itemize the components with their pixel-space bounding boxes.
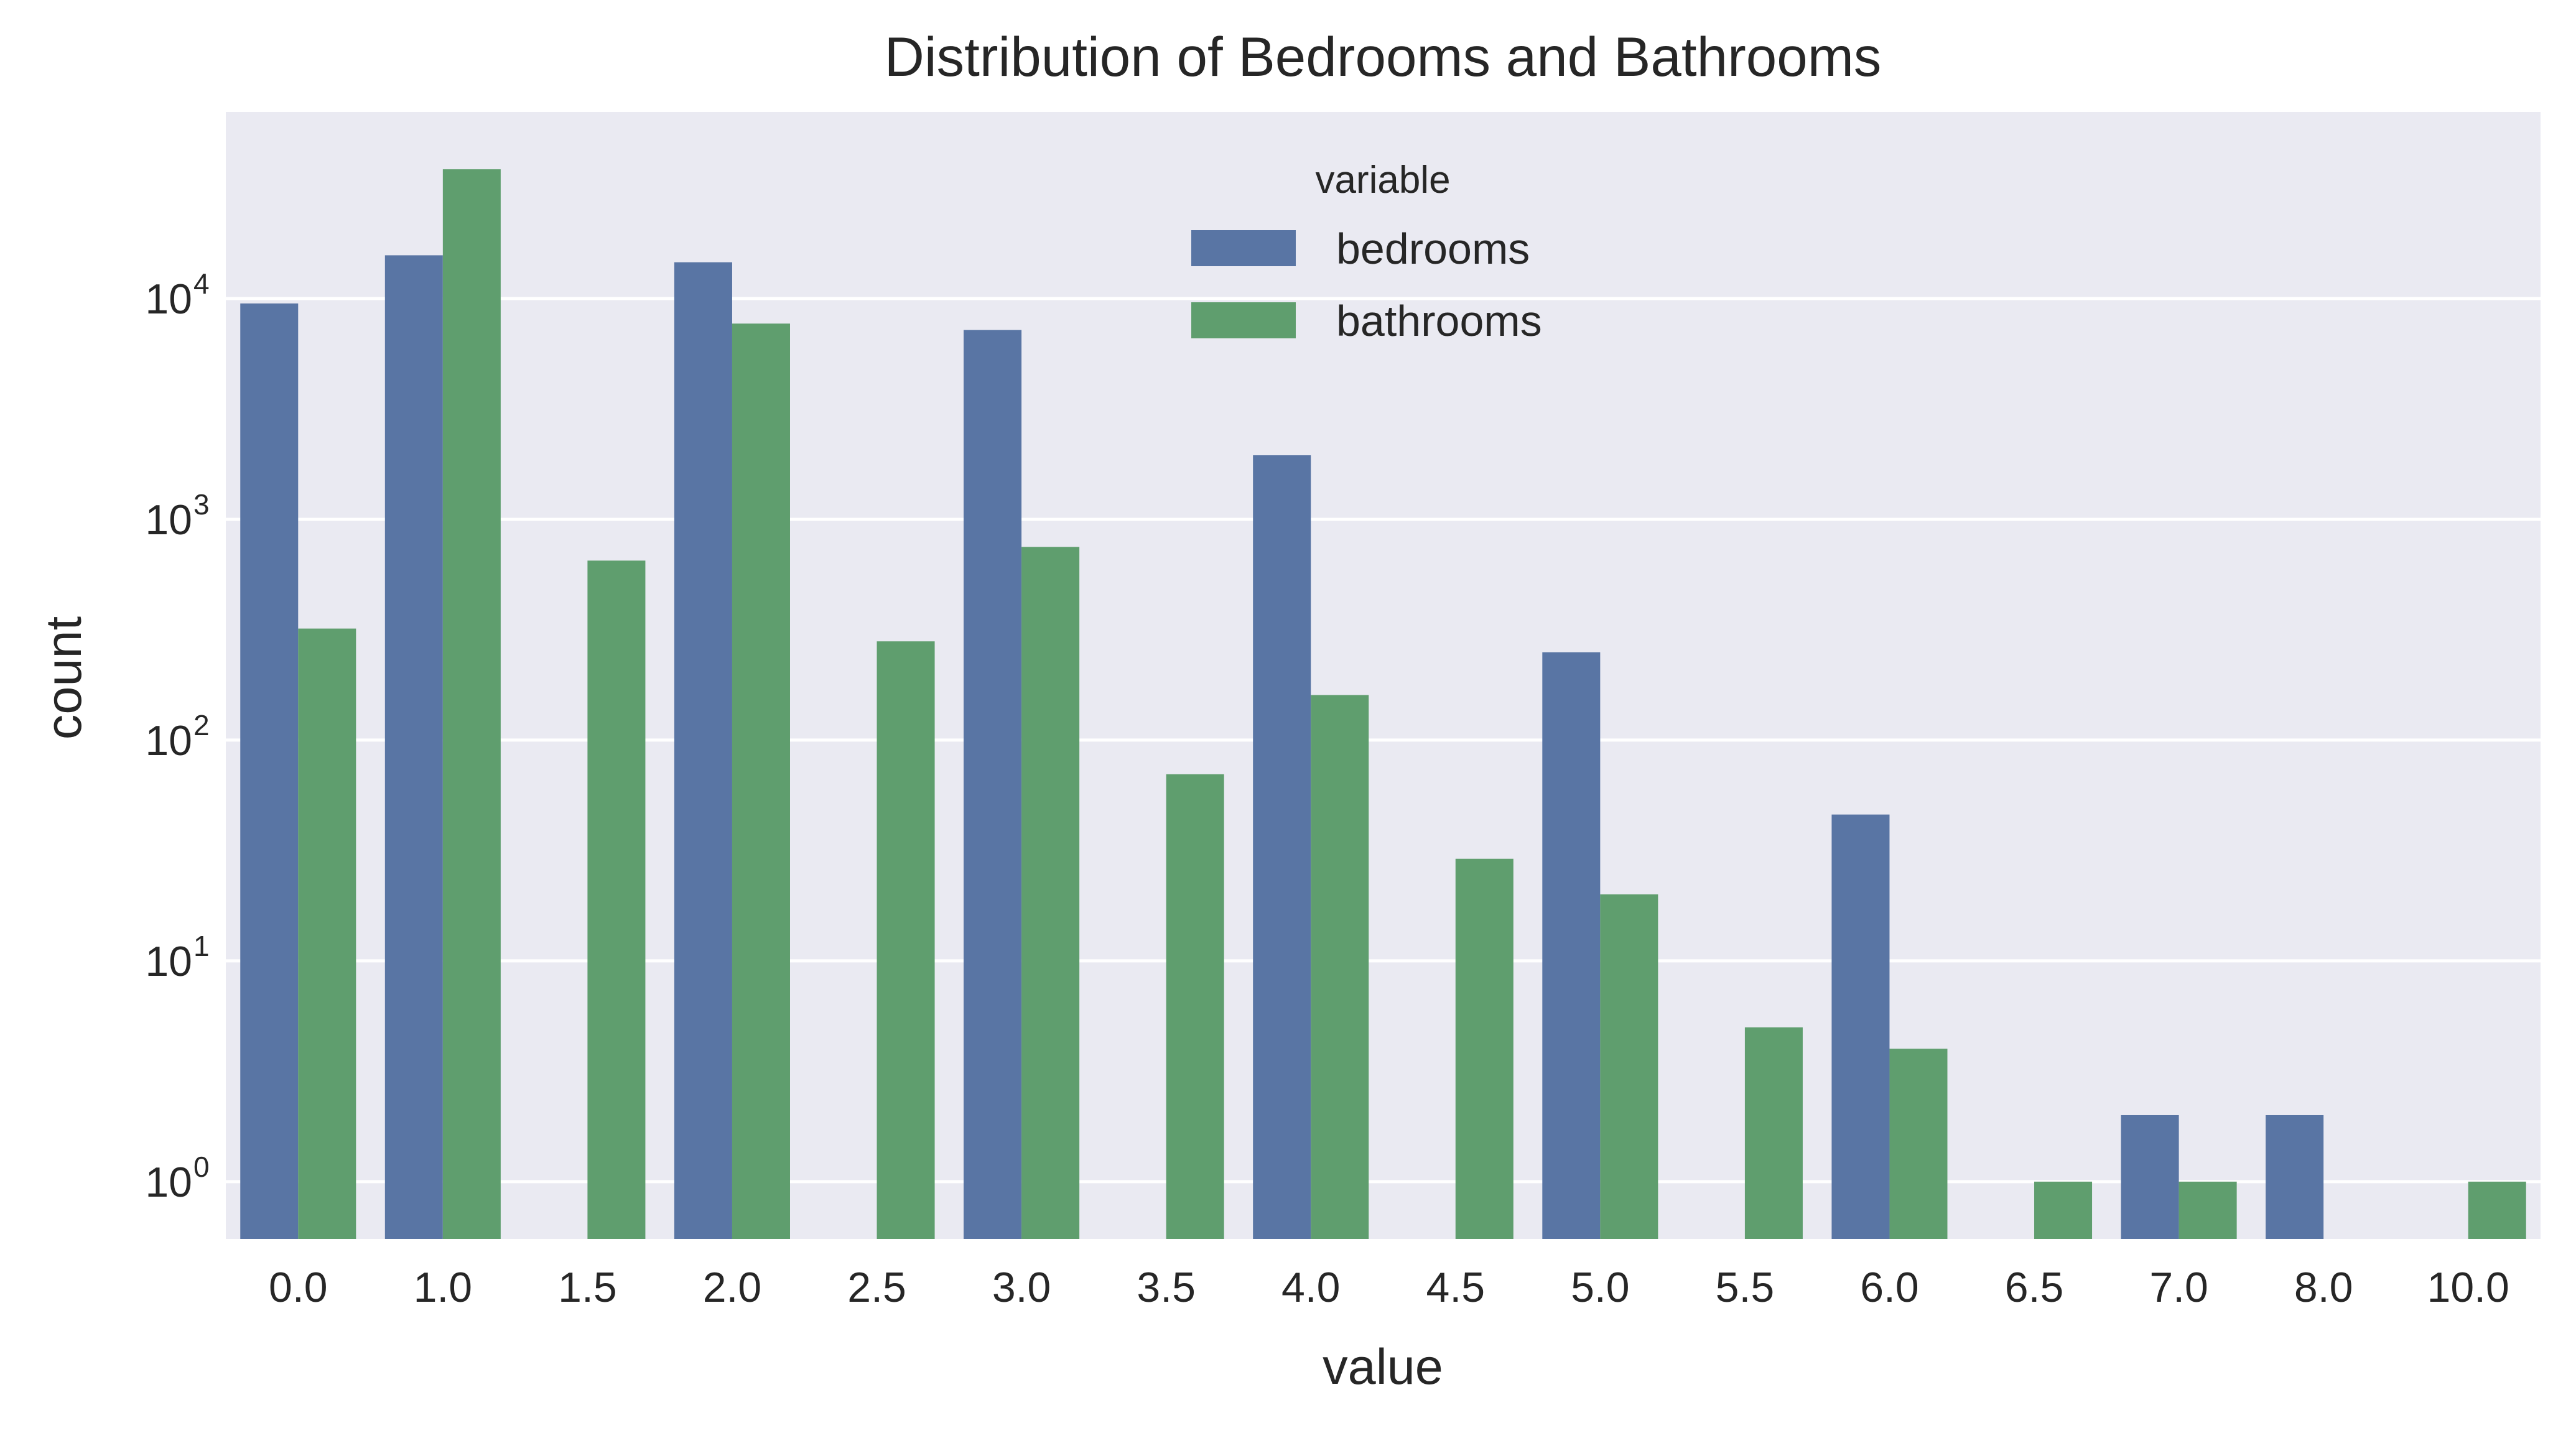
y-tick-exponent: 1: [193, 930, 210, 962]
bar-bathrooms-5.5: [1744, 1027, 1803, 1239]
y-axis-label: count: [36, 616, 92, 740]
legend-swatch-bathrooms: [1191, 302, 1296, 338]
x-tick-label: 5.0: [1571, 1264, 1630, 1311]
x-tick-label: 0.0: [269, 1264, 328, 1311]
y-tick-label: 10: [145, 717, 192, 764]
x-tick-label: 1.0: [414, 1264, 473, 1311]
legend-swatch-bedrooms: [1191, 230, 1296, 266]
y-tick-exponent: 4: [193, 267, 210, 300]
bar-bedrooms-6.0: [1831, 814, 1890, 1239]
bar-bedrooms-3.0: [964, 330, 1022, 1239]
x-axis-ticks: 0.0 1.0 1.5 2.0 2.5 3.0 3.5 4.0 4.5 5.0 5.5 6.0 6.5 7…: [269, 1264, 2509, 1311]
x-tick-label: 3.5: [1137, 1264, 1196, 1311]
bar-bathrooms-5.0: [1600, 894, 1658, 1239]
bar-bedrooms-4.0: [1253, 455, 1311, 1239]
plot-background: [226, 112, 2541, 1239]
bar-bathrooms-0.0: [298, 628, 356, 1239]
bar-bathrooms-4.0: [1311, 695, 1369, 1239]
y-tick-exponent: 0: [193, 1151, 210, 1183]
y-tick-exponent: 3: [193, 488, 210, 521]
y-tick-label: 10: [145, 496, 192, 544]
y-tick-exponent: 2: [193, 709, 210, 741]
bar-bedrooms-2.0: [674, 262, 732, 1240]
x-tick-label: 6.0: [1860, 1264, 1919, 1311]
x-tick-label: 8.0: [2294, 1264, 2353, 1311]
bar-bathrooms-10.0: [2468, 1181, 2526, 1239]
x-tick-label: 1.5: [558, 1264, 617, 1311]
x-tick-label: 10.0: [2427, 1264, 2509, 1311]
x-axis-label: value: [1323, 1339, 1443, 1395]
x-tick-label: 2.0: [703, 1264, 762, 1311]
bar-bathrooms-3.0: [1021, 547, 1080, 1239]
bar-bathrooms-4.5: [1455, 858, 1514, 1239]
bar-bedrooms-1.0: [384, 255, 443, 1240]
legend-title: variable: [1315, 159, 1450, 202]
bar-bedrooms-7.0: [2121, 1115, 2179, 1239]
bar-bathrooms-3.5: [1166, 774, 1224, 1239]
y-tick-label: 10: [145, 1159, 192, 1206]
bar-bathrooms-6.5: [2034, 1181, 2093, 1239]
x-tick-label: 6.5: [2005, 1264, 2064, 1311]
bar-bedrooms-8.0: [2266, 1115, 2324, 1239]
x-tick-label: 7.0: [2149, 1264, 2208, 1311]
bar-bathrooms-7.0: [2178, 1181, 2237, 1239]
bar-bedrooms-5.0: [1542, 652, 1601, 1239]
y-tick-label: 10: [145, 938, 192, 985]
bar-bathrooms-6.0: [1889, 1049, 1948, 1239]
y-tick-label: 10: [145, 276, 192, 323]
bars: [240, 169, 2526, 1240]
legend-label-bedrooms: bedrooms: [1336, 225, 1530, 273]
x-tick-label: 4.5: [1426, 1264, 1486, 1311]
bar-bathrooms-1.5: [587, 560, 646, 1239]
legend-label-bathrooms: bathrooms: [1336, 297, 1542, 345]
x-tick-label: 4.0: [1281, 1264, 1341, 1311]
x-tick-label: 2.5: [847, 1264, 906, 1311]
x-tick-label: 5.5: [1716, 1264, 1775, 1311]
bar-bathrooms-1.0: [442, 169, 501, 1239]
bar-bathrooms-2.5: [876, 641, 935, 1239]
bar-bathrooms-2.0: [732, 323, 790, 1239]
x-tick-label: 3.0: [992, 1264, 1051, 1311]
bar-bedrooms-0.0: [240, 303, 299, 1239]
legend: variable bedrooms bathrooms: [1191, 159, 1542, 345]
chart-title: Distribution of Bedrooms and Bathrooms: [885, 26, 1882, 88]
